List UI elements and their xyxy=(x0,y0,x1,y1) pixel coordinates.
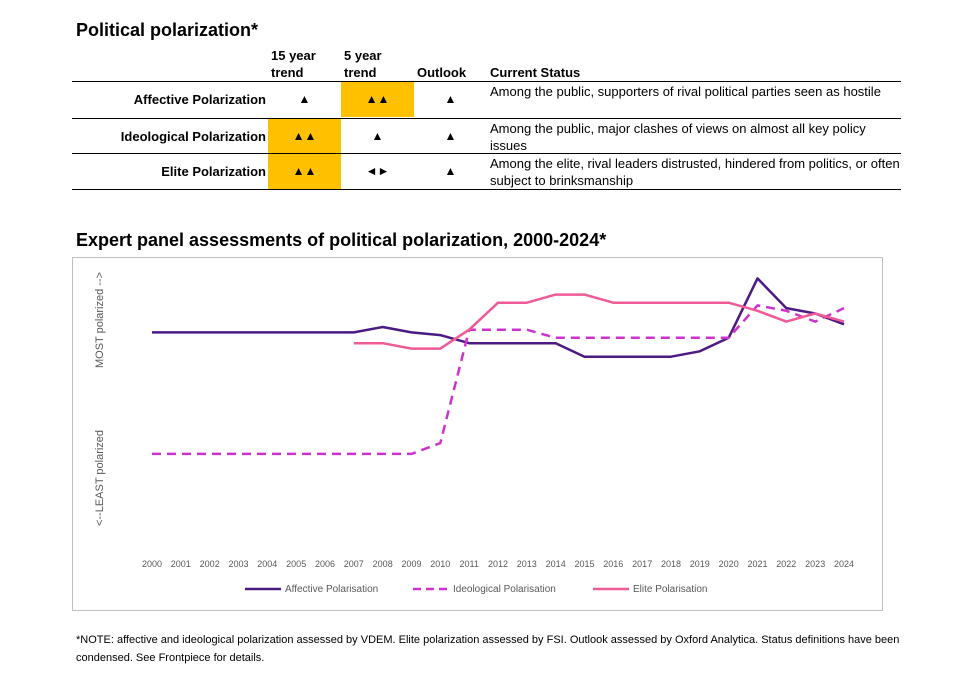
x-tick-label: 2017 xyxy=(632,559,652,569)
x-tick-label: 2024 xyxy=(834,559,854,569)
cell-elite-status: Among the elite, rival leaders distruste… xyxy=(490,156,900,188)
header-5-year-trend: 5 year trend xyxy=(344,48,382,80)
cell-elite-5yr: ◄► xyxy=(365,164,390,178)
x-tick-label: 2001 xyxy=(171,559,191,569)
x-tick-label: 2006 xyxy=(315,559,335,569)
legend-label-1: Affective Polarisation xyxy=(285,584,378,595)
x-tick-label: 2021 xyxy=(747,559,767,569)
table-title: Political polarization* xyxy=(76,20,259,40)
series-line-3 xyxy=(353,293,845,350)
cell-affective-status: Among the public, supporters of rival po… xyxy=(490,84,881,99)
row-label-affective: Affective Polarization xyxy=(133,92,266,107)
chart-title: Expert panel assessments of political po… xyxy=(76,230,607,250)
x-tick-label: 2010 xyxy=(430,559,450,569)
cell-affective-15yr: ▲ xyxy=(298,92,311,106)
y-axis-label-bottom: <--LEAST polarized xyxy=(94,430,106,526)
series-line-2 xyxy=(152,304,845,456)
x-tick-label: 2000 xyxy=(142,559,162,569)
cell-ideological-outlook: ▲ xyxy=(444,129,457,143)
header-current-status: Current Status xyxy=(490,65,581,80)
x-tick-label: 2004 xyxy=(257,559,277,569)
legend-label-2: Ideological Polarisation xyxy=(453,584,556,595)
x-tick-label: 2005 xyxy=(286,559,306,569)
header-outlook: Outlook xyxy=(417,65,467,80)
x-tick-label: 2003 xyxy=(228,559,248,569)
header-15-year-trend: 15 year trend xyxy=(271,48,316,80)
table-rule-1 xyxy=(72,118,901,119)
cell-elite-outlook: ▲ xyxy=(444,164,457,178)
x-tick-label: 2008 xyxy=(373,559,393,569)
cell-ideological-5yr: ▲ xyxy=(371,129,384,143)
table-row-affective: Affective Polarization ▲ ▲▲ ▲ Among the … xyxy=(72,82,901,117)
x-tick-label: 2009 xyxy=(401,559,421,569)
x-tick-label: 2002 xyxy=(200,559,220,569)
x-tick-label: 2013 xyxy=(517,559,537,569)
x-tick-label: 2019 xyxy=(690,559,710,569)
row-label-ideological: Ideological Polarization xyxy=(120,129,266,144)
cell-affective-outlook: ▲ xyxy=(444,92,457,106)
legend-label-3: Elite Polarisation xyxy=(633,584,707,595)
x-tick-label: 2007 xyxy=(344,559,364,569)
table-rule-bottom xyxy=(72,189,901,190)
table-rule-top xyxy=(72,81,901,82)
table-row-ideological: Ideological Polarization ▲▲ ▲ ▲ Among th… xyxy=(72,119,901,154)
cell-elite-15yr: ▲▲ xyxy=(268,154,341,189)
table-row-elite: Elite Polarization ▲▲ ◄► ▲ Among the eli… xyxy=(72,154,901,189)
table-rule-2 xyxy=(72,153,901,154)
x-tick-label: 2014 xyxy=(546,559,566,569)
x-tick-label: 2012 xyxy=(488,559,508,569)
x-tick-label: 2023 xyxy=(805,559,825,569)
cell-ideological-15yr: ▲▲ xyxy=(268,119,341,154)
x-tick-label: 2020 xyxy=(719,559,739,569)
y-axis-label-top: MOST polarized --> xyxy=(94,272,106,368)
footnote: *NOTE: affective and ideological polariz… xyxy=(76,634,900,664)
cell-affective-5yr: ▲▲ xyxy=(341,82,414,117)
chart-area: MOST polarized --> <--LEAST polarized 20… xyxy=(72,257,883,611)
x-tick-label: 2018 xyxy=(661,559,681,569)
line-chart: MOST polarized --> <--LEAST polarized 20… xyxy=(94,272,854,595)
x-tick-label: 2016 xyxy=(603,559,623,569)
row-label-elite: Elite Polarization xyxy=(161,164,266,179)
x-tick-label: 2015 xyxy=(574,559,594,569)
x-tick-label: 2011 xyxy=(460,559,479,569)
cell-ideological-status: Among the public, major clashes of views… xyxy=(490,121,866,153)
x-tick-label: 2022 xyxy=(776,559,796,569)
series-line-1 xyxy=(152,277,845,358)
